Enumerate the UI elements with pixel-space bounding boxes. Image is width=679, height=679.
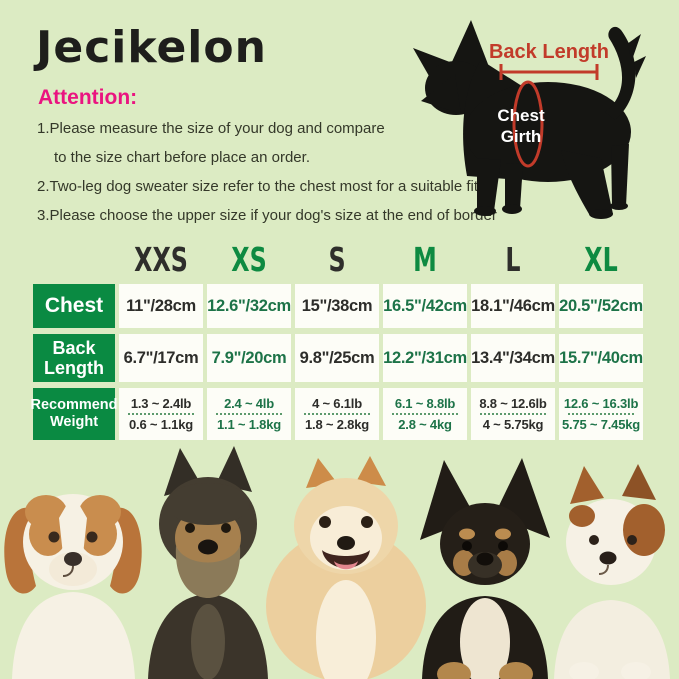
dog-photo-black-tan-chihuahua (420, 458, 550, 679)
dog3-shapes (266, 456, 426, 679)
row-label-recommend-weight: Recommend Weight (30, 388, 118, 440)
size-table: XXS XS S M L XL Chest 11"/28cm 12.6"/32c… (30, 239, 643, 440)
dotted-divider (128, 413, 194, 415)
weight-lb: 6.1 ~ 8.8lb (394, 396, 456, 411)
attention-item-1: 1.Please measure the size of your dog an… (37, 120, 385, 137)
weight-value-m: 6.1 ~ 8.8lb 2.8 ~ 4kg (383, 388, 467, 440)
chest-value-l: 18.1"/46cm (471, 284, 555, 328)
chest-value-xs: 12.6"/32cm (207, 284, 291, 328)
dog-silhouette (413, 20, 646, 219)
dog2-shapes (148, 446, 268, 679)
dog-photo-cream-pomeranian (266, 456, 426, 679)
back-length-label: Back Length (489, 41, 609, 63)
attention-list: 1.Please measure the size of your dog an… (37, 114, 497, 230)
size-header-xs: XS (231, 239, 267, 279)
back-value-xl: 15.7"/40cm (559, 334, 643, 382)
dotted-divider (216, 413, 282, 415)
dogs-photo (0, 444, 679, 679)
row-label-back-length: Back Length (33, 334, 115, 382)
dog5-shapes (554, 464, 670, 679)
attention-heading: Attention: (38, 86, 138, 109)
chest-value-xxs: 11"/28cm (119, 284, 203, 328)
attention-item-3: 3.Please choose the upper size if your d… (37, 207, 497, 224)
weight-kg: 1.1 ~ 1.8kg (217, 417, 281, 432)
attention-item-1-cont: to the size chart before place an order. (54, 149, 310, 166)
back-length-bracket (499, 64, 599, 80)
weight-value-xl: 12.6 ~ 16.3lb 5.75 ~ 7.45kg (559, 388, 643, 440)
weight-lb: 8.8 ~ 12.6lb (479, 396, 547, 411)
dotted-divider (392, 413, 458, 415)
dog1-shapes (4, 494, 142, 679)
back-value-m: 12.2"/31cm (383, 334, 467, 382)
weight-value-xs: 2.4 ~ 4lb 1.1 ~ 1.8kg (207, 388, 291, 440)
dog-photo-white-brown-puppy (4, 494, 142, 679)
back-value-xs: 7.9"/20cm (207, 334, 291, 382)
chest-value-m: 16.5"/42cm (383, 284, 467, 328)
back-value-xxs: 6.7"/17cm (119, 334, 203, 382)
chest-value-s: 15"/38cm (295, 284, 379, 328)
weight-kg: 2.8 ~ 4kg (398, 417, 452, 432)
back-value-l: 13.4"/34cm (471, 334, 555, 382)
size-header-m: M (413, 239, 437, 279)
weight-value-xxs: 1.3 ~ 2.4lb 0.6 ~ 1.1kg (119, 388, 203, 440)
attention-item-2: 2.Two-leg dog sweater size refer to the … (37, 178, 483, 195)
chest-girth-label-line1: Chest (497, 106, 545, 125)
dog4-shapes (420, 458, 550, 679)
weight-kg: 4 ~ 5.75kg (482, 417, 544, 432)
size-header-s: S (328, 239, 346, 279)
size-header-xxs: XXS (134, 239, 188, 279)
dotted-divider (480, 413, 546, 415)
dog-photo-white-brown-jack-russell (554, 464, 670, 679)
weight-lb: 2.4 ~ 4lb (224, 396, 274, 411)
size-header-l: L (505, 239, 521, 279)
back-value-s: 9.8"/25cm (295, 334, 379, 382)
row-label-chest: Chest (33, 284, 115, 328)
weight-kg: 0.6 ~ 1.1kg (129, 417, 193, 432)
weight-kg: 5.75 ~ 7.45kg (562, 417, 640, 432)
weight-kg: 1.8 ~ 2.8kg (305, 417, 369, 432)
dog-photo-yorkshire-terrier (148, 446, 268, 679)
chest-girth-ellipse (512, 80, 544, 168)
chest-girth-label-line2: Girth (501, 127, 542, 146)
dotted-divider (568, 413, 634, 415)
weight-value-l: 8.8 ~ 12.6lb 4 ~ 5.75kg (471, 388, 555, 440)
weight-lb: 12.6 ~ 16.3lb (563, 396, 639, 411)
weight-value-s: 4 ~ 6.1lb 1.8 ~ 2.8kg (295, 388, 379, 440)
brand-title: Jecikelon (36, 22, 267, 73)
chest-value-xl: 20.5"/52cm (559, 284, 643, 328)
weight-lb: 4 ~ 6.1lb (312, 396, 362, 411)
dog-measurement-diagram: Back Length Chest Girth (413, 20, 646, 219)
dotted-divider (304, 413, 370, 415)
weight-lb: 1.3 ~ 2.4lb (130, 396, 192, 411)
size-header-spacer (33, 240, 115, 278)
size-header-xl: XL (584, 239, 618, 279)
